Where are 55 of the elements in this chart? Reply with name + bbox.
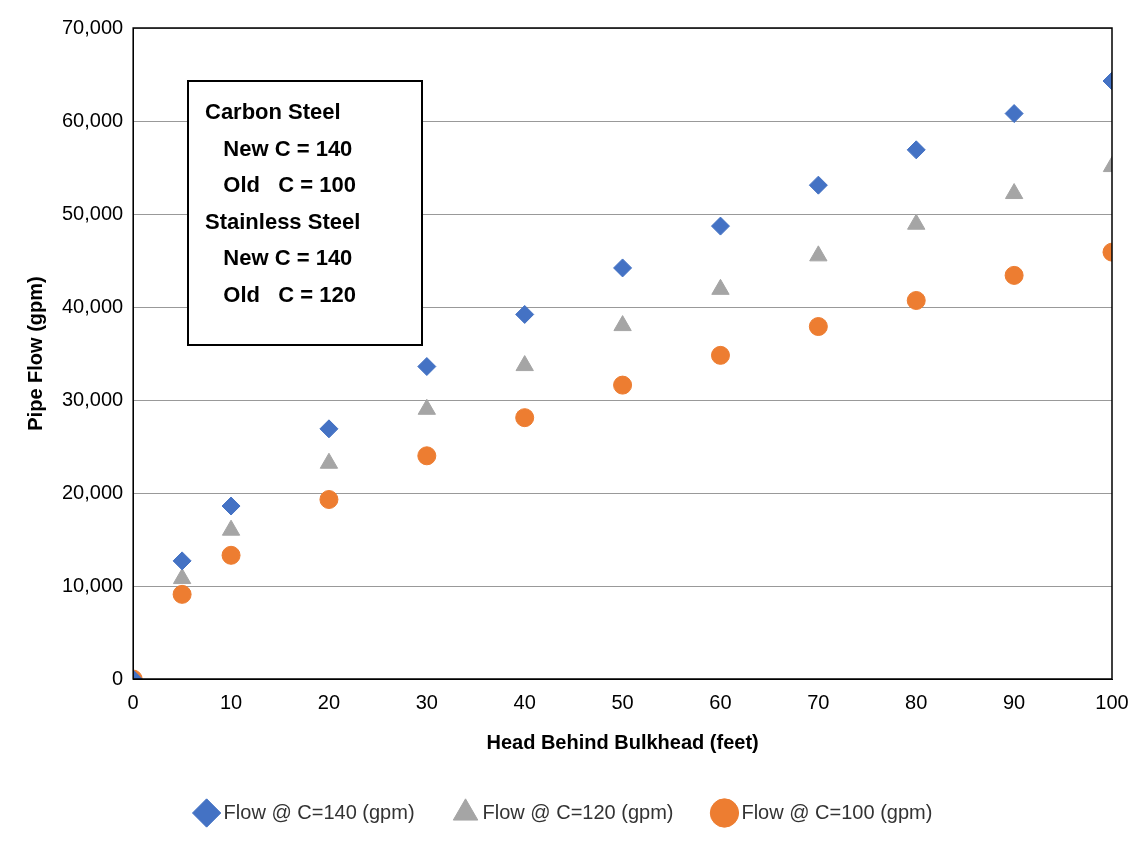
x-tick-label: 80 [905, 690, 928, 713]
legend-label: Flow @ C=100 (gpm) [741, 800, 933, 823]
point [417, 446, 437, 466]
annotation: New C = 140 [222, 134, 354, 163]
point [613, 375, 633, 395]
x-tick-label: 40 [513, 690, 536, 713]
point [808, 175, 828, 195]
point [515, 408, 535, 428]
point [1004, 104, 1024, 124]
y-tick-label: 40,000 [62, 294, 124, 317]
x-tick-label: 60 [709, 690, 732, 713]
x-tick-label: 90 [1002, 690, 1026, 713]
x-tick-label: 0 [127, 690, 139, 713]
point [221, 496, 241, 516]
point [906, 140, 926, 160]
y-tick-label: 70,000 [62, 15, 124, 38]
point [515, 355, 534, 372]
y-tick-label: 10,000 [62, 573, 124, 596]
point [319, 490, 339, 510]
point [906, 290, 926, 310]
point [710, 345, 730, 365]
annotation: Carbon Steel [205, 98, 342, 126]
point [172, 551, 192, 571]
x-tick-label: 20 [317, 690, 341, 713]
point [319, 419, 339, 439]
annotation: New C = 140 [222, 244, 354, 272]
y-tick-label: 50,000 [62, 201, 124, 224]
x-tick-label: 30 [415, 690, 438, 713]
point [417, 357, 437, 377]
point [172, 584, 192, 604]
x-axis-title: Head Behind Bulkhead (feet) [486, 730, 759, 753]
point [710, 216, 730, 236]
point [613, 315, 632, 332]
y-tick-label: 60,000 [62, 108, 124, 131]
point [809, 245, 828, 262]
x-tick-label: 70 [807, 690, 830, 713]
point [1004, 183, 1024, 200]
legend-label: Flow @ C=140 (gpm) [223, 800, 415, 823]
point [808, 317, 828, 337]
annotation: Old C = 100 [222, 171, 357, 199]
point [1004, 265, 1024, 285]
annotation: Old C = 120 [222, 280, 357, 309]
legend-label: Flow @ C=120 (gpm) [482, 800, 674, 823]
point [515, 304, 535, 324]
annotation: Stainless Steel [205, 207, 362, 236]
point [613, 258, 633, 278]
y-tick-label: 0 [112, 666, 124, 689]
x-tick-label: 10 [219, 690, 243, 713]
x-tick-label: 50 [611, 690, 634, 713]
x-tick-label: 100 [1095, 690, 1129, 713]
point [172, 568, 192, 585]
y-tick-label: 20,000 [62, 480, 124, 503]
point [221, 545, 241, 565]
y-tick-label: 30,000 [62, 387, 124, 410]
y-axis-title: Pipe Flow (gpm) [23, 276, 46, 431]
